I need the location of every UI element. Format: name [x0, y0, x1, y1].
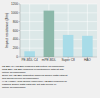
y-tick-label: 200 [13, 46, 19, 50]
y-grid-line [20, 12, 97, 13]
y-grid-line [20, 30, 97, 31]
annotation: octene as comonomer [2, 86, 26, 89]
x-tick-label: mPE-BDL [42, 58, 56, 62]
y-grid-line [20, 21, 97, 22]
y-tick [19, 57, 21, 58]
x-axis-line [20, 57, 97, 58]
bar [44, 11, 55, 57]
y-tick [19, 12, 21, 13]
x-tick-label: HAO [84, 58, 91, 62]
bar [63, 35, 74, 57]
y-tick [19, 4, 21, 5]
y-tick-label: 600 [13, 29, 19, 33]
y-axis-label: Impact resistance (J/m) [5, 13, 9, 48]
x-tick-label: PE-BDL C4 [21, 58, 38, 62]
bar [24, 51, 35, 57]
x-grid-line [29, 4, 30, 57]
y-tick-label: 800 [13, 20, 19, 24]
y-tick-label: 0 [16, 55, 18, 59]
y-axis-line [20, 4, 21, 57]
background [0, 0, 100, 98]
y-tick-label: 1200 [11, 2, 18, 6]
bars [24, 11, 92, 57]
y-tick [19, 30, 21, 31]
y-tick [19, 21, 21, 22]
y-tick [19, 48, 21, 49]
plot-area [20, 4, 97, 57]
y-grid-line [20, 4, 97, 5]
y-tick-label: 400 [13, 37, 19, 41]
bar [82, 36, 93, 57]
y-tick-label: 1000 [11, 11, 18, 15]
x-tick-label: Super C8 [61, 58, 75, 62]
chart: 0 200 400 600 800 1000 1200 PE-BDL C4 mPE-BDL Sup… [0, 0, 100, 98]
y-tick [19, 39, 21, 40]
